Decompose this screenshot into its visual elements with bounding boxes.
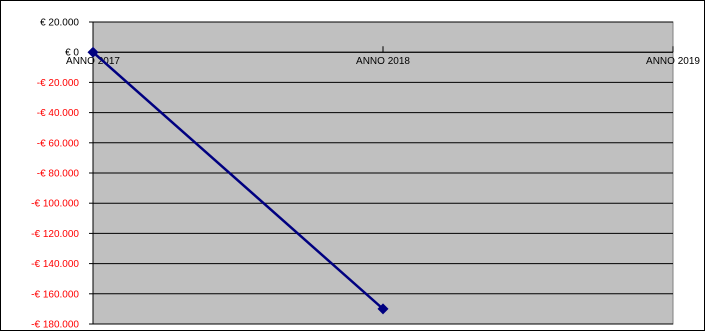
x-tick-label: ANNO 2019 (646, 56, 700, 67)
y-tick-label: -€ 80.000 (37, 169, 80, 180)
y-tick-label: -€ 100.000 (31, 199, 79, 210)
y-tick-label: -€ 120.000 (31, 229, 79, 240)
series-line-segment (91, 50, 385, 311)
y-tick-label: € 0 (65, 48, 79, 59)
y-tick-label: -€ 140.000 (31, 259, 79, 270)
y-tick-label: -€ 20.000 (37, 78, 80, 89)
y-tick-label: -€ 40.000 (37, 108, 80, 119)
y-axis: € 20.000 € 0 -€ 20.000 -€ 40.000 -€ 60.000 -€… (31, 18, 94, 331)
data-point-marker (87, 46, 99, 58)
x-tick-label: ANNO 2018 (356, 56, 410, 67)
x-tick-label: ANNO 2017 (66, 56, 120, 67)
series-layer (87, 46, 389, 315)
y-tick-label: -€ 180.000 (31, 320, 79, 331)
y-tick-label: -€ 60.000 (37, 138, 80, 149)
data-point-marker (377, 303, 389, 315)
y-tick-label: € 20.000 (40, 18, 79, 29)
y-tick-label: -€ 160.000 (31, 289, 79, 300)
